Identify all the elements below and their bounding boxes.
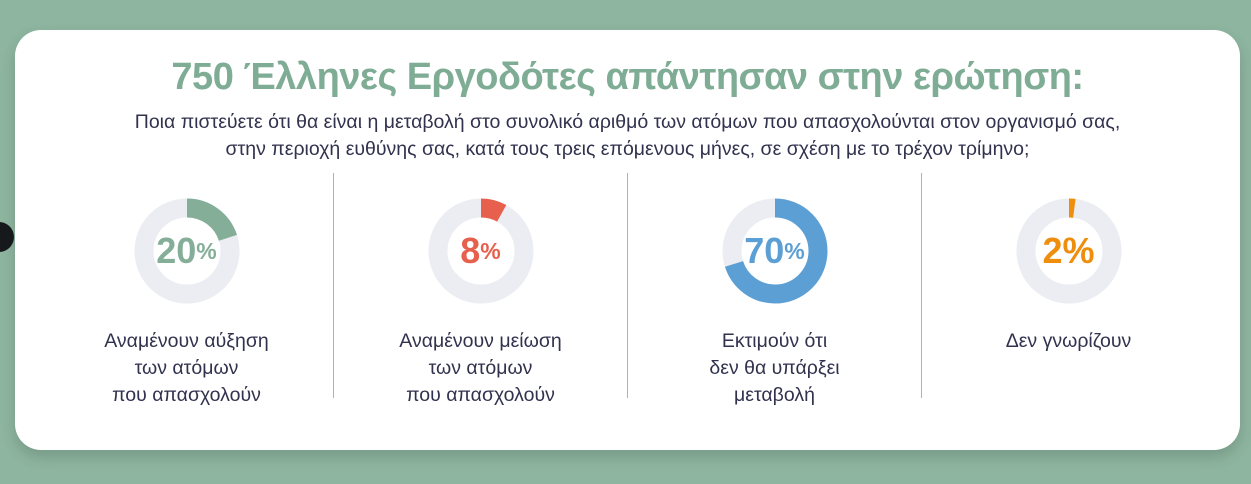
survey-card: 750 Έλληνες Εργοδότες απάντησαν στην ερώ… bbox=[15, 30, 1240, 450]
survey-question-line-2: στην περιοχή ευθύνης σας, κατά τους τρει… bbox=[225, 138, 1030, 160]
percent-number: 70 bbox=[744, 230, 785, 271]
percent-value: 70% bbox=[722, 198, 828, 304]
percent-number: 8 bbox=[460, 230, 481, 271]
stat-label-line: Αναμένουν αύξηση bbox=[104, 330, 269, 352]
divider bbox=[333, 173, 334, 398]
stat-label-line: Δεν γνωρίζουν bbox=[1005, 330, 1132, 352]
donut-svg bbox=[1016, 198, 1121, 304]
stat-label-line: Αναμένουν μείωση bbox=[399, 330, 562, 352]
page-title: 750 Έλληνες Εργοδότες απάντησαν στην ερώ… bbox=[171, 56, 1084, 98]
percent-sign: % bbox=[784, 237, 805, 264]
stat-cell: 20% Αναμένουν αύξηση των ατόμων που απασχολ… bbox=[40, 173, 333, 409]
percent-number: 20 bbox=[156, 230, 197, 271]
carousel-arrow-partial[interactable] bbox=[0, 222, 14, 252]
divider bbox=[627, 173, 628, 398]
percent-number: 2 bbox=[1042, 230, 1063, 271]
percent-sign: % bbox=[1062, 230, 1095, 271]
donut-svg bbox=[134, 198, 239, 304]
stat-label-line: που απασχολούν bbox=[406, 384, 555, 406]
percent-value: 8% bbox=[428, 198, 534, 304]
stat-label: Αναμένουν μείωση των ατόμων που απασχολούν bbox=[399, 328, 561, 409]
stat-label-line: των ατόμων bbox=[428, 357, 533, 379]
percent-value: 2% bbox=[1016, 198, 1122, 304]
percent-sign: % bbox=[196, 237, 217, 264]
stat-label: Αναμένουν αύξηση των ατόμων που απασχολούν bbox=[104, 328, 268, 409]
stat-label: Εκτιμούν ότι δεν θα υπάρξει μεταβολή bbox=[709, 328, 839, 409]
donut-value-arc bbox=[428, 198, 533, 304]
survey-question-line-1: Ποια πιστεύετε ότι θα είναι η μεταβολή σ… bbox=[134, 111, 1121, 133]
stat-label-line: δεν θα υπάρξει bbox=[709, 357, 840, 379]
stat-cell: 2% Δεν γνωρίζουν bbox=[922, 173, 1215, 355]
stat-cell: 8% Αναμένουν μείωση των ατόμων που απασχολο… bbox=[334, 173, 627, 409]
donut-chart: 2% bbox=[1016, 198, 1122, 304]
donut-svg bbox=[722, 198, 827, 304]
stat-label-line: των ατόμων bbox=[134, 357, 239, 379]
donut-svg bbox=[428, 198, 533, 304]
donut-value-arc bbox=[722, 198, 827, 304]
donut-stats-row: 20% Αναμένουν αύξηση των ατόμων που απασχολ… bbox=[15, 173, 1240, 409]
donut-chart: 70% bbox=[722, 198, 828, 304]
divider bbox=[921, 173, 922, 398]
percent-value: 20% bbox=[134, 198, 240, 304]
donut-value-arc bbox=[1016, 198, 1121, 304]
donut-chart: 20% bbox=[134, 198, 240, 304]
stat-label-line: που απασχολούν bbox=[112, 384, 261, 406]
survey-question: Ποια πιστεύετε ότι θα είναι η μεταβολή σ… bbox=[15, 109, 1240, 163]
donut-chart: 8% bbox=[428, 198, 534, 304]
stat-label-line: μεταβολή bbox=[734, 384, 815, 406]
stat-label: Δεν γνωρίζουν bbox=[1006, 328, 1132, 355]
stat-cell: 70% Εκτιμούν ότι δεν θα υπάρξει μεταβολή bbox=[628, 173, 921, 409]
donut-value-arc bbox=[134, 198, 239, 304]
percent-sign: % bbox=[480, 237, 501, 264]
stat-label-line: Εκτιμούν ότι bbox=[721, 330, 828, 352]
